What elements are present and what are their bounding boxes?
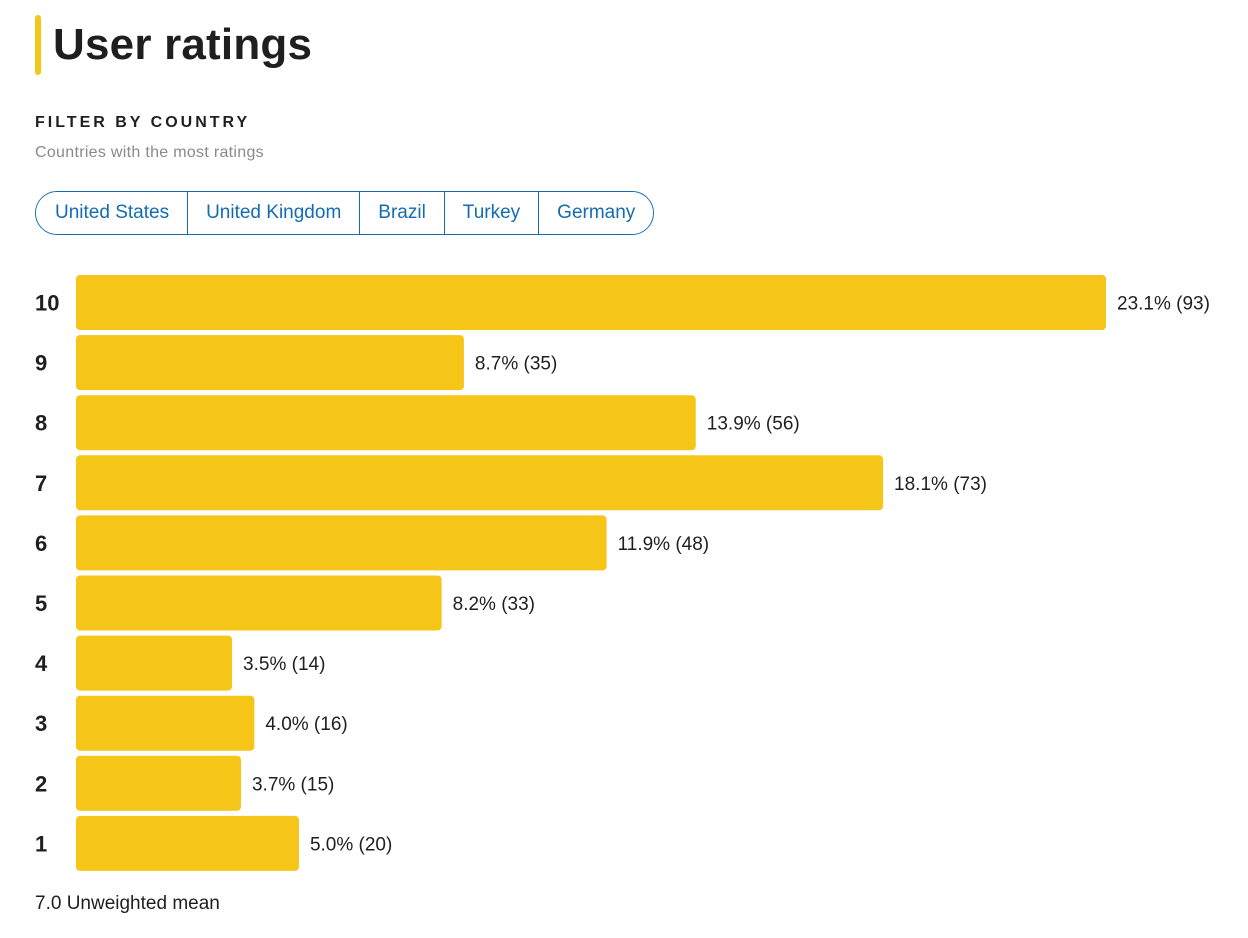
country-tab-united-states[interactable]: United States: [36, 192, 189, 234]
rating-category-label: 2: [35, 771, 47, 796]
country-tab-turkey[interactable]: Turkey: [444, 192, 540, 234]
rating-category-label: 7: [35, 471, 47, 496]
rating-value-label: 23.1% (93): [1117, 294, 1210, 315]
rating-bar[interactable]: [76, 455, 884, 511]
rating-category-label: 1: [35, 831, 47, 856]
title-accent-bar: [35, 15, 41, 75]
rating-bar[interactable]: [76, 575, 442, 631]
mean-rating-note: 7.0 Unweighted mean: [35, 893, 220, 914]
country-tab-brazil[interactable]: Brazil: [360, 192, 445, 234]
rating-category-label: 10: [35, 291, 59, 316]
rating-category-label: 8: [35, 411, 47, 436]
rating-bar[interactable]: [76, 695, 255, 751]
filter-heading: FILTER BY COUNTRY: [35, 114, 251, 131]
rating-bar[interactable]: [76, 815, 299, 871]
rating-value-label: 13.9% (56): [707, 414, 800, 435]
country-tab-germany[interactable]: Germany: [539, 192, 654, 234]
rating-value-label: 3.7% (15): [252, 774, 334, 795]
rating-bar[interactable]: [76, 335, 464, 391]
rating-value-label: 11.9% (48): [618, 534, 710, 555]
rating-value-label: 8.7% (35): [475, 354, 557, 375]
filter-subtitle: Countries with the most ratings: [35, 144, 264, 161]
title-block: User ratings: [35, 14, 312, 76]
rating-bar[interactable]: [76, 755, 241, 811]
rating-category-label: 3: [35, 711, 47, 736]
rating-bar[interactable]: [76, 515, 607, 571]
rating-category-label: 6: [35, 531, 47, 556]
country-tab-united-kingdom[interactable]: United Kingdom: [188, 192, 361, 234]
rating-value-label: 4.0% (16): [265, 714, 347, 735]
page-title: User ratings: [53, 20, 313, 69]
rating-bar[interactable]: [76, 275, 1106, 330]
rating-category-label: 5: [35, 591, 47, 616]
rating-bar[interactable]: [76, 395, 696, 451]
country-filter-group: United States United Kingdom Brazil Turk…: [35, 191, 655, 235]
rating-value-label: 3.5% (14): [243, 654, 325, 675]
rating-category-label: 9: [35, 351, 47, 376]
rating-value-label: 8.2% (33): [453, 594, 535, 615]
rating-value-label: 5.0% (20): [310, 834, 392, 855]
rating-value-label: 18.1% (73): [894, 474, 987, 495]
rating-category-label: 4: [35, 651, 48, 676]
rating-bar[interactable]: [76, 635, 233, 691]
